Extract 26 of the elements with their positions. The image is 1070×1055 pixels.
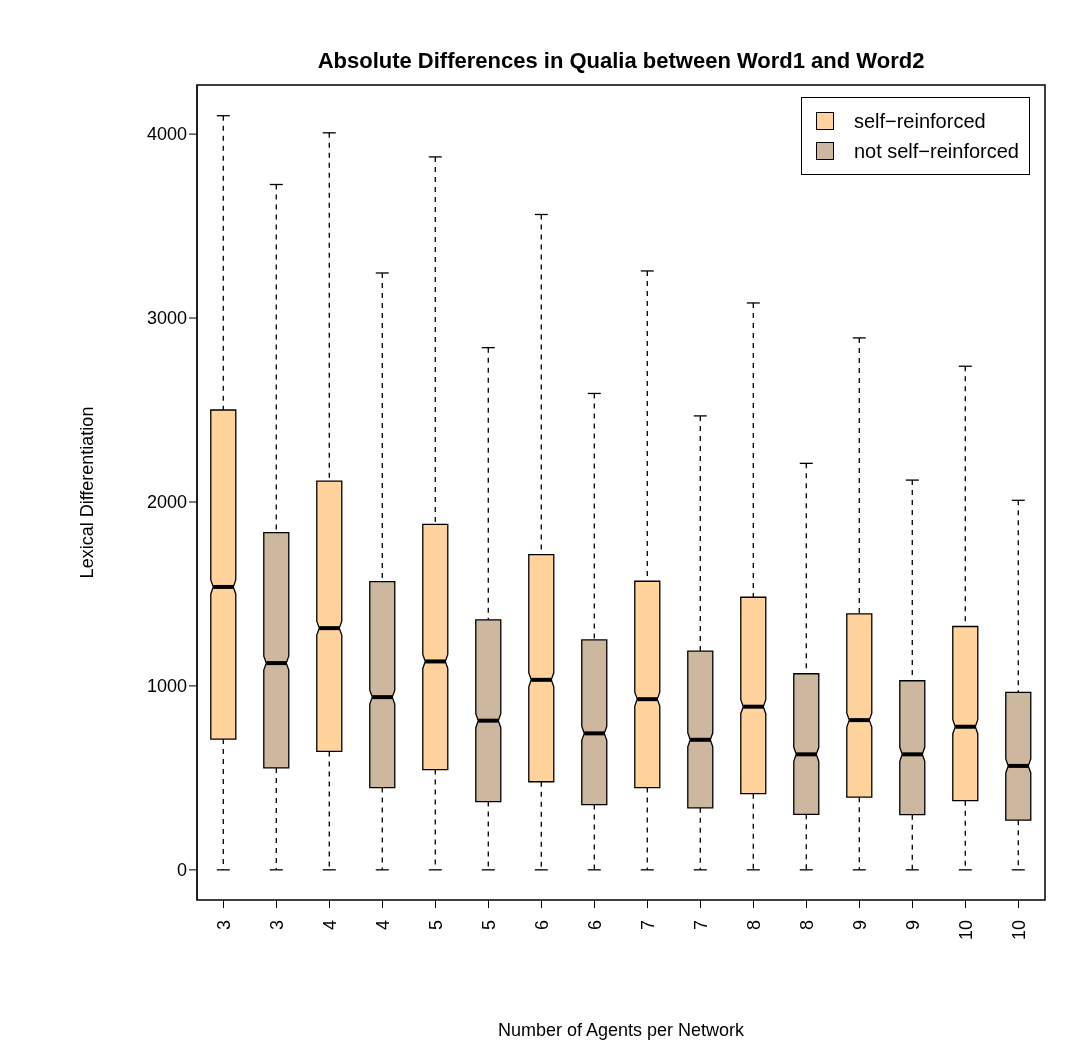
x-tick-label: 8 — [743, 920, 764, 931]
legend-label: not self−reinforced — [853, 139, 1019, 164]
y-tick-label: 2000 — [146, 492, 187, 513]
y-tick-label: 4000 — [146, 124, 187, 145]
x-tick-label: 9 — [902, 920, 923, 931]
x-tick-label: 7 — [637, 920, 658, 931]
y-tick-label: 1000 — [146, 676, 187, 697]
x-axis-title: Number of Agents per Network — [496, 1020, 746, 1041]
legend-label: self−reinforced — [853, 109, 986, 134]
y-tick-label: 0 — [176, 860, 187, 881]
x-tick-label: 10 — [1008, 920, 1029, 941]
x-tick-label: 4 — [319, 920, 340, 931]
x-tick-label: 6 — [584, 920, 605, 931]
x-tick-label: 5 — [478, 920, 499, 931]
x-tick-label: 8 — [796, 920, 817, 931]
x-tick-label: 4 — [372, 920, 393, 931]
x-tick-label: 5 — [425, 920, 446, 931]
y-tick-label: 3000 — [146, 308, 187, 329]
x-tick-label: 10 — [955, 920, 976, 941]
x-tick-label: 3 — [213, 920, 234, 931]
x-tick-label: 6 — [531, 920, 552, 931]
chart-title: Absolute Differences in Qualia between Word1 and Word2 — [316, 48, 926, 74]
y-axis-title: Lexical Differentiation — [77, 406, 98, 579]
x-tick-label: 3 — [266, 920, 287, 931]
x-tick-label: 7 — [690, 920, 711, 931]
x-tick-label: 9 — [849, 920, 870, 931]
